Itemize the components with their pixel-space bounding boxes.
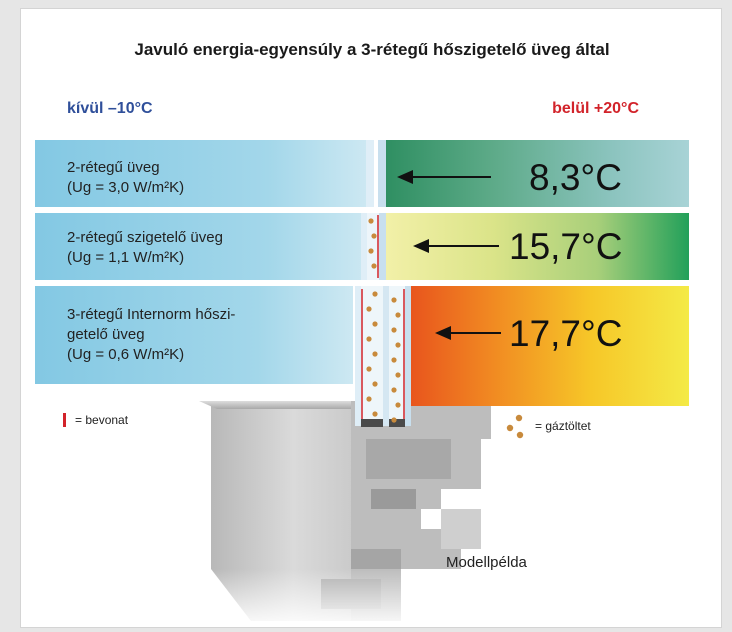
- gas-dot: [366, 336, 372, 342]
- inside-band-row-1: [386, 140, 689, 207]
- gas-dot: [372, 351, 378, 357]
- gas-dot: [395, 372, 401, 378]
- outside-temperature-label: kívül –10°C: [67, 100, 153, 117]
- gas-dot: [371, 233, 377, 239]
- coating-legend-swatch: [63, 413, 66, 427]
- gas-dot: [391, 357, 397, 363]
- row-1-temperature: 8,3°C: [529, 157, 622, 198]
- glass-pane: [378, 140, 386, 207]
- glass-pane: [383, 286, 389, 426]
- gas-dot: [391, 327, 397, 333]
- gas-dot: [391, 417, 397, 423]
- gas-dot: [372, 321, 378, 327]
- diagram-frame: Javuló energia-egyensúly a 3-rétegű hősz…: [20, 8, 722, 628]
- outside-band-row-1: [35, 140, 368, 207]
- outside-band-row-2: [35, 213, 368, 280]
- heat-arrows: [397, 170, 501, 340]
- gas-dot: [395, 342, 401, 348]
- gas-legend-dots: [506, 414, 524, 439]
- glass-pane: [379, 213, 386, 280]
- row-2-line-2: (Ug = 1,1 W/m²K): [67, 249, 185, 266]
- row-3-line-2: getelő üveg: [67, 326, 145, 343]
- inside-temperature-label: belül +20°C: [552, 100, 639, 117]
- model-example-caption: Modellpélda: [446, 554, 527, 571]
- glass-pane: [361, 213, 367, 280]
- gas-dot: [372, 291, 378, 297]
- outside-band-row-3: [35, 286, 353, 384]
- gas-dot: [368, 248, 374, 254]
- row-3-line-1: 3-rétegű Internorm hőszi-: [67, 306, 236, 323]
- glass-pane: [366, 140, 374, 207]
- gas-dot: [372, 411, 378, 417]
- row-2-line-1: 2-rétegű szigetelő üveg: [67, 229, 223, 246]
- gas-dot: [395, 312, 401, 318]
- row-3-temperature: 17,7°C: [509, 313, 623, 354]
- row-1-line-1: 2-rétegű üveg: [67, 159, 160, 176]
- inside-band-row-3: [409, 286, 689, 406]
- row-3-line-3: (Ug = 0,6 W/m²K): [67, 346, 185, 363]
- gas-legend-text: = gáztöltet: [535, 419, 591, 433]
- glass-cross-section: [355, 140, 501, 427]
- gas-dot: [395, 402, 401, 408]
- coating-legend-text: = bevonat: [75, 413, 129, 427]
- row-1-line-2: (Ug = 3,0 W/m²K): [67, 179, 185, 196]
- gas-dot: [366, 396, 372, 402]
- glass-pane: [355, 286, 361, 426]
- gas-dot: [368, 218, 374, 224]
- gas-dot: [371, 263, 377, 269]
- diagram-title: Javuló energia-egyensúly a 3-rétegű hősz…: [134, 40, 610, 59]
- window-frame-profile: [191, 401, 511, 627]
- gas-dot: [391, 387, 397, 393]
- row-2-label: 2-rétegű szigetelő üveg (Ug = 1,1 W/m²K): [67, 228, 223, 268]
- row-1-label: 2-rétegű üveg (Ug = 3,0 W/m²K): [67, 158, 184, 198]
- gas-fill-dots: [366, 218, 401, 423]
- row-2-temperature: 15,7°C: [509, 226, 623, 267]
- row-3-label: 3-rétegű Internorm hőszi- getelő üveg (U…: [67, 305, 235, 365]
- gas-dot: [366, 306, 372, 312]
- gas-dot: [391, 297, 397, 303]
- gas-dot: [366, 366, 372, 372]
- glass-pane: [405, 286, 411, 426]
- gas-dot: [372, 381, 378, 387]
